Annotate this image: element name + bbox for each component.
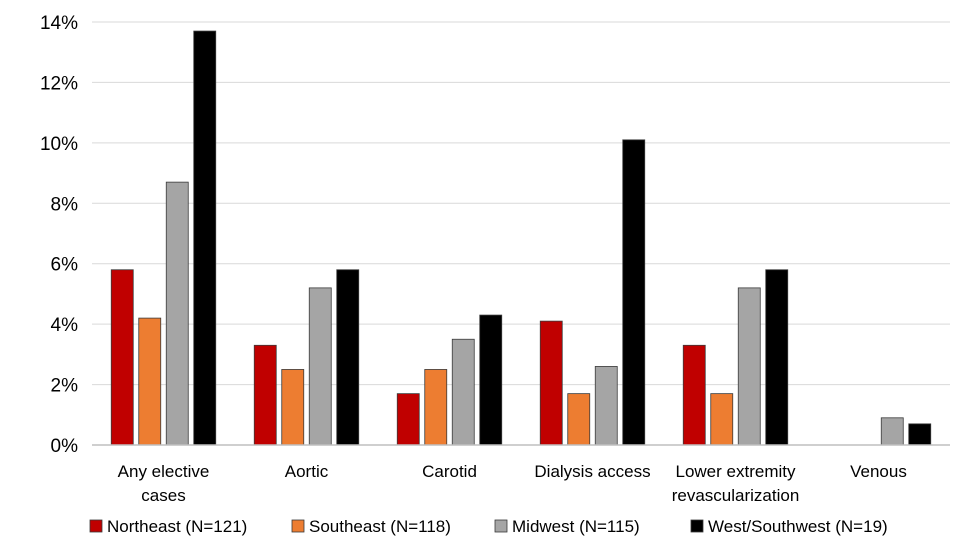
- y-tick-label: 14%: [40, 13, 78, 34]
- bar: [539, 320, 563, 446]
- legend-swatch: [89, 519, 103, 533]
- category-label: Any elective: [118, 462, 210, 481]
- bar: [479, 314, 503, 446]
- legend-swatch: [690, 519, 704, 533]
- category-label: Lower extremity: [676, 462, 796, 481]
- bar: [622, 139, 646, 446]
- legend-label: Northeast (N=121): [107, 517, 247, 536]
- bar: [110, 269, 134, 446]
- category-label: Aortic: [285, 462, 329, 481]
- bar: [308, 287, 332, 446]
- bar: [336, 269, 360, 446]
- category-label: Venous: [850, 462, 907, 481]
- bars: [110, 30, 932, 446]
- y-tick-label: 6%: [51, 255, 79, 276]
- bar: [193, 30, 217, 446]
- bar: [451, 338, 475, 446]
- y-tick-label: 10%: [40, 134, 78, 155]
- legend-label: Southeast (N=118): [309, 517, 451, 536]
- legend: Northeast (N=121) Southeast (N=118) Midwes…: [89, 517, 888, 536]
- category-label: cases: [141, 486, 185, 505]
- legend-swatch: [494, 519, 508, 533]
- gridlines: [92, 21, 950, 386]
- legend-label: West/Southwest (N=19): [708, 517, 888, 536]
- bar: [682, 344, 706, 446]
- bar: [594, 366, 618, 446]
- bar: [908, 423, 932, 446]
- bar: [165, 181, 189, 446]
- category-label: revascularization: [672, 486, 800, 505]
- legend-item: Northeast (N=121): [89, 517, 247, 536]
- legend-item: West/Southwest (N=19): [690, 517, 888, 536]
- legend-item: Midwest (N=115): [494, 517, 640, 536]
- y-tick-label: 2%: [51, 376, 79, 397]
- bar: [396, 393, 420, 446]
- y-tick-label: 8%: [51, 194, 79, 215]
- legend-item: Southeast (N=118): [291, 517, 451, 536]
- bar: [424, 369, 448, 446]
- y-tick-label: 0%: [51, 436, 79, 457]
- bar: [765, 269, 789, 446]
- category-label: Dialysis access: [534, 462, 650, 481]
- y-axis-ticks: 0% 2% 4% 6% 8% 10% 12% 14%: [40, 13, 78, 457]
- legend-label: Midwest (N=115): [512, 517, 640, 536]
- bar: [253, 344, 277, 446]
- bar: [281, 369, 305, 446]
- bar: [710, 393, 734, 446]
- bar: [567, 393, 591, 446]
- bar: [737, 287, 761, 446]
- bar: [880, 417, 904, 446]
- category-label: Carotid: [422, 462, 477, 481]
- y-tick-label: 4%: [51, 315, 79, 336]
- y-tick-label: 12%: [40, 73, 78, 94]
- category-labels: Any elective cases Aortic Carotid Dialysis a…: [118, 462, 907, 505]
- bar: [138, 317, 162, 446]
- legend-swatch: [291, 519, 305, 533]
